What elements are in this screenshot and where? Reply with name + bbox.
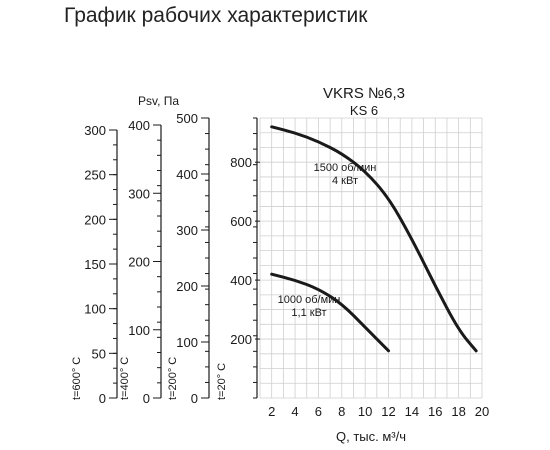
x-tick-label: 4 xyxy=(291,404,298,419)
temperature-tick-label: 200 xyxy=(128,255,150,270)
x-tick-label: 10 xyxy=(358,404,372,419)
page-title: График рабочих характеристик xyxy=(64,4,368,27)
temperature-tick-label: 100 xyxy=(84,302,106,317)
x-tick-label: 18 xyxy=(451,404,465,419)
temperature-scale-label: t=600° C xyxy=(71,357,83,400)
x-tick-label: 20 xyxy=(475,404,489,419)
x-tick-label: 14 xyxy=(405,404,419,419)
temperature-scale-label: t=200° C xyxy=(167,357,179,400)
series-label: 1000 об/мин xyxy=(278,294,341,306)
temperature-tick-label: 200 xyxy=(176,279,198,294)
chart-title: VKRS №6,3 xyxy=(323,85,405,102)
y-tick-label: 400 xyxy=(230,273,252,288)
series-label: 4 кВт xyxy=(332,175,358,187)
temperature-tick-label: 250 xyxy=(84,168,106,183)
x-tick-label: 2 xyxy=(268,404,275,419)
series-line xyxy=(270,125,478,353)
series-label: 1,1 кВт xyxy=(291,307,326,319)
x-tick-label: 16 xyxy=(428,404,442,419)
temperature-scale-label: t=20° C xyxy=(216,363,228,400)
y-tick-label: 600 xyxy=(230,214,252,229)
x-tick-label: 6 xyxy=(315,404,322,419)
x-axis-label: Q, тыс. м³/ч xyxy=(336,429,406,444)
temperature-tick-label: 400 xyxy=(128,118,150,133)
y-tick-label: 800 xyxy=(230,155,252,170)
temperature-tick-label: 300 xyxy=(176,223,198,238)
temperature-tick-label: 0 xyxy=(99,391,106,406)
series-line xyxy=(270,272,391,353)
temperature-scale-label: t=400° C xyxy=(119,357,131,400)
x-tick-label: 8 xyxy=(338,404,345,419)
temperature-tick-label: 150 xyxy=(84,257,106,272)
temperature-tick-label: 50 xyxy=(92,346,106,361)
temperature-tick-label: 0 xyxy=(143,391,150,406)
x-tick-label: 12 xyxy=(381,404,395,419)
series-label: 1500 об/мин xyxy=(314,162,377,174)
chart-subtitle: KS 6 xyxy=(350,103,378,118)
temperature-tick-label: 300 xyxy=(128,186,150,201)
temperature-tick-label: 0 xyxy=(191,391,198,406)
temperature-tick-label: 300 xyxy=(84,123,106,138)
temperature-tick-label: 100 xyxy=(128,323,150,338)
temperature-tick-label: 200 xyxy=(84,212,106,227)
temperature-tick-label: 500 xyxy=(176,111,198,126)
temperature-tick-label: 400 xyxy=(176,167,198,182)
temperature-tick-label: 100 xyxy=(176,335,198,350)
y-tick-label: 200 xyxy=(230,332,252,347)
y-axis-label: Psv, Па xyxy=(138,94,179,108)
